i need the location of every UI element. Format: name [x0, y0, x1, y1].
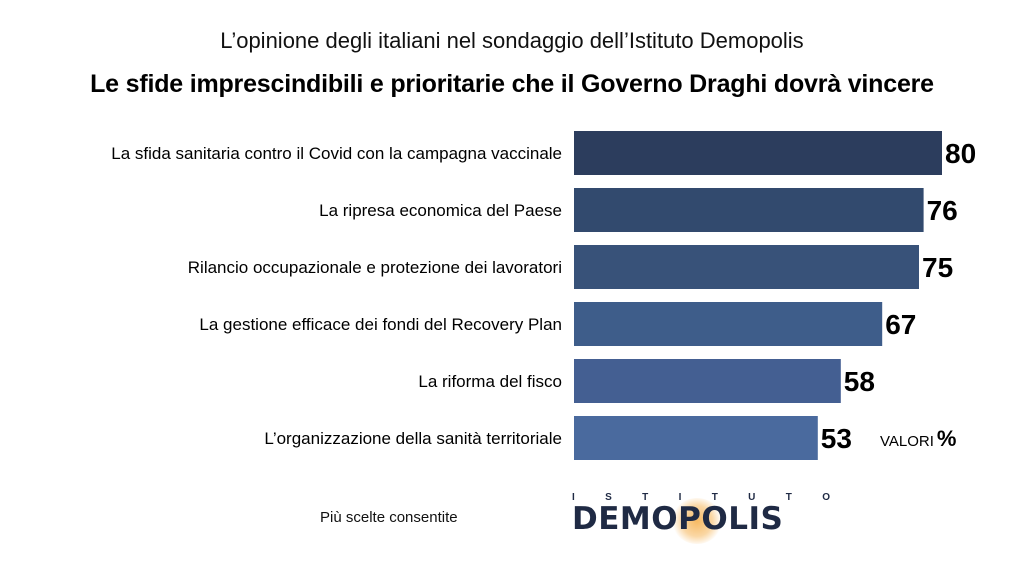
logo-text-highlight: O [651, 501, 679, 537]
footnote: Più scelte consentite [320, 509, 458, 526]
bar [574, 188, 924, 232]
value-label: 53 [821, 423, 852, 454]
category-label: La riforma del fisco [418, 372, 562, 391]
value-label: 80 [945, 138, 976, 169]
category-label: La sfida sanitaria contro il Covid con l… [111, 144, 562, 163]
value-label: 58 [844, 366, 875, 397]
bar [574, 416, 818, 460]
logo-letter: T [785, 492, 792, 503]
category-label: La ripresa economica del Paese [319, 201, 562, 220]
category-label: La gestione efficace dei fondi del Recov… [199, 315, 562, 334]
unit-label-text: VALORI [880, 433, 934, 450]
value-label: 76 [927, 195, 958, 226]
logo-letter: T [711, 492, 718, 503]
unit-label: VALORI% [880, 426, 956, 452]
chart-title: Le sfide imprescindibili e prioritarie c… [90, 70, 934, 98]
logo-letter: T [642, 492, 649, 503]
chart-subtitle: L’opinione degli italiani nel sondaggio … [220, 28, 804, 53]
logo-glow [672, 498, 722, 544]
value-label: 75 [922, 252, 953, 283]
logo-demopolis-text: DEMOPOLIS [572, 501, 783, 537]
category-label: L’organizzazione della sanità territoria… [264, 429, 562, 448]
unit-percent-symbol: % [936, 426, 957, 451]
category-label: Rilancio occupazionale e protezione dei … [188, 258, 562, 277]
value-label: 67 [885, 309, 916, 340]
logo-letter: S [605, 492, 612, 503]
logo-text-after: POLIS [678, 501, 784, 537]
bar [574, 359, 841, 403]
logo-text-before: DEM [572, 501, 652, 537]
logo-letter: I [678, 492, 682, 503]
bar [574, 302, 883, 346]
bar [574, 131, 942, 175]
bar [574, 245, 919, 289]
logo-letter: I [572, 492, 575, 503]
logo-letter: U [748, 492, 756, 503]
logo-letter: O [822, 492, 830, 503]
